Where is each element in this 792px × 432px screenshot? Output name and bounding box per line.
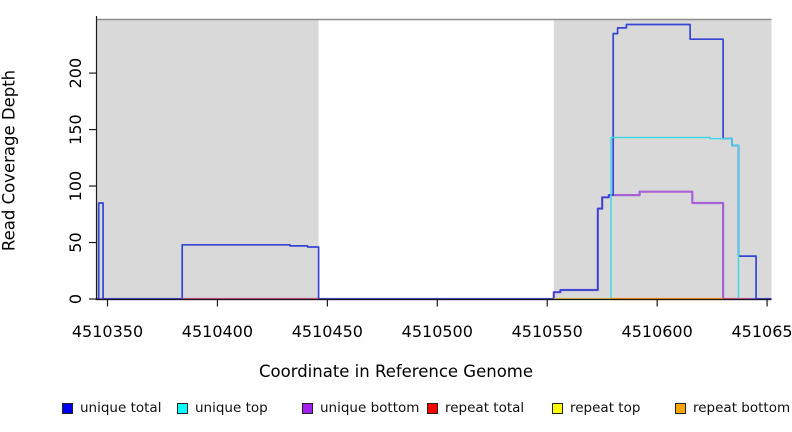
legend-item-unique-bottom: unique bottom [302,398,419,418]
legend-item-repeat-bottom: repeat bottom [675,398,790,418]
x-tick-label: 4510350 [72,322,143,341]
x-tick-label: 4510600 [622,322,693,341]
y-tick-label: 100 [66,171,85,202]
legend-label: unique bottom [320,400,420,416]
legend-item-repeat-top: repeat top [552,398,640,418]
x-tick-label: 4510550 [512,322,583,341]
legend-swatch-unique-top [177,402,188,414]
legend-item-unique-top: unique top [177,398,268,418]
legend-label: unique top [195,400,268,416]
legend-swatch-repeat-total [427,402,438,414]
legend-swatch-unique-total [62,402,73,414]
legend-label: repeat total [445,400,525,416]
y-tick-label: 0 [66,294,85,304]
x-tick-label: 4510450 [292,322,363,341]
legend-label: unique total [80,400,162,416]
legend-swatch-unique-bottom [302,402,313,414]
x-tick-label: 4510500 [402,322,473,341]
y-tick-label: 150 [66,114,85,145]
repeat-region-shade [96,20,319,299]
x-axis-title: Coordinate in Reference Genome [258,362,534,381]
y-axis-title: Read Coverage Depth [0,69,19,252]
legend-swatch-repeat-bottom [675,402,686,414]
series-unique-top [553,136,741,300]
x-tick-label: 4510400 [182,322,253,341]
y-tick-label: 50 [66,232,85,252]
repeat-region-shade [553,20,772,299]
chart-legend: unique total unique top unique bottom repea… [0,398,792,422]
axes: 4510350 4510400 4510450 4510500 4510550 45106… [66,16,792,341]
legend-label: repeat top [570,400,641,416]
legend-swatch-repeat-top [552,402,563,414]
repeat-region-shading [96,20,772,299]
legend-item-repeat-total: repeat total [427,398,524,418]
legend-label: repeat bottom [693,400,791,416]
legend-item-unique-total: unique total [62,398,161,418]
y-tick-label: 200 [66,58,85,89]
